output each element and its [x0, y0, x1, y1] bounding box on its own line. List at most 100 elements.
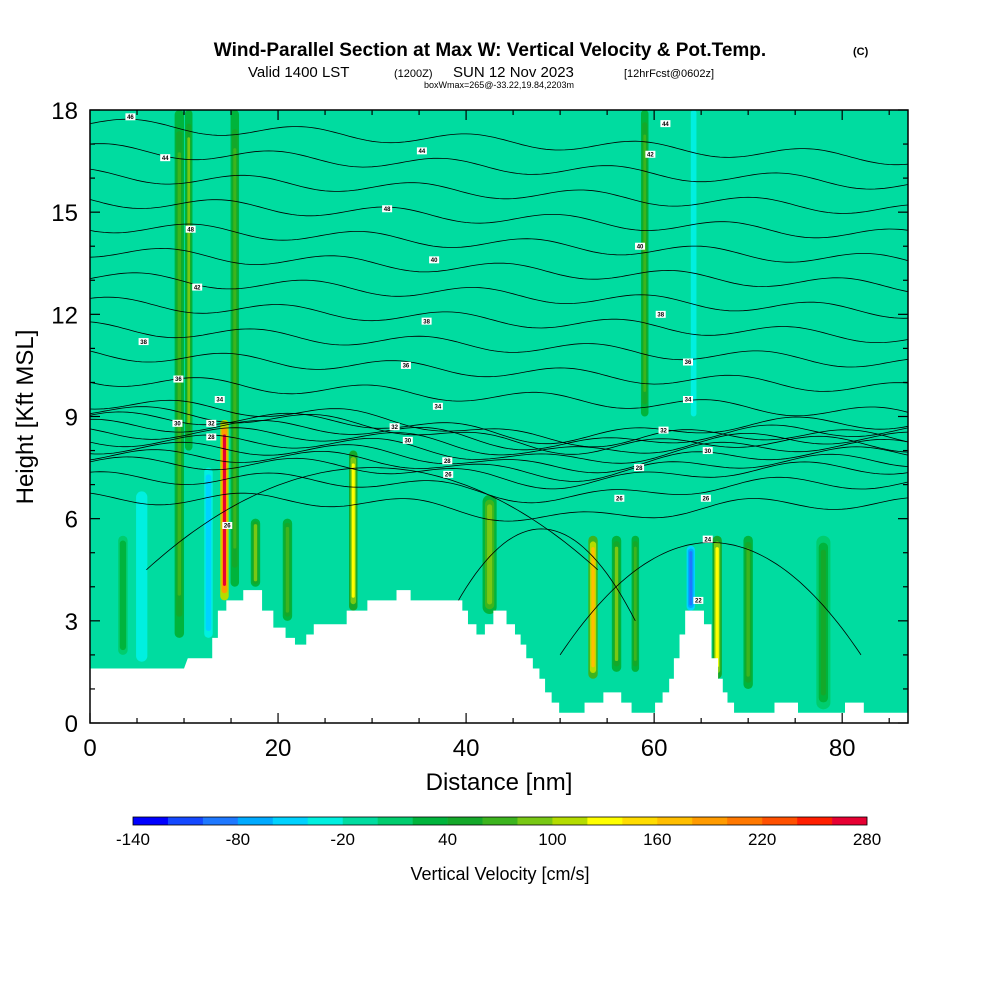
velocity-band — [633, 546, 637, 662]
isentrope-label: 26 — [614, 494, 625, 502]
colorbar-swatch — [447, 817, 483, 825]
isentrope-label: 44 — [160, 154, 171, 162]
isentrope-line — [90, 377, 908, 417]
isentrope-line — [90, 199, 908, 239]
colorbar-swatch — [202, 817, 239, 825]
x-tick-label: 0 — [83, 735, 96, 762]
velocity-band — [689, 551, 693, 606]
subtitle-date: SUN 12 Nov 2023 — [453, 64, 574, 81]
velocity-column — [136, 491, 148, 662]
svg-text:38: 38 — [657, 313, 664, 319]
velocity-column — [184, 110, 193, 451]
svg-text:40: 40 — [431, 258, 438, 264]
svg-text:30: 30 — [404, 439, 411, 445]
isentrope-label: 36 — [173, 375, 184, 383]
isentrope-line — [90, 427, 908, 456]
isentrope-line — [90, 492, 908, 522]
velocity-column — [204, 467, 213, 638]
svg-text:38: 38 — [140, 340, 147, 346]
isentrope-label: 30 — [402, 436, 413, 445]
isentrope-label: 28 — [442, 457, 453, 465]
velocity-column — [690, 110, 697, 417]
y-tick-label: 6 — [65, 507, 78, 534]
x-tick-label: 60 — [641, 735, 668, 762]
x-tick-label: 20 — [265, 735, 292, 762]
isentrope-label: 38 — [421, 317, 432, 325]
y-tick-label: 15 — [51, 200, 78, 227]
svg-text:28: 28 — [444, 459, 451, 465]
y-tick-label: 18 — [51, 98, 78, 125]
velocity-band — [121, 545, 125, 646]
svg-text:42: 42 — [194, 285, 201, 291]
isentrope-label: 34 — [432, 402, 443, 410]
isentrope-label: 26 — [443, 470, 454, 479]
svg-text:36: 36 — [175, 377, 182, 383]
svg-text:44: 44 — [162, 156, 169, 162]
isentrope-line — [90, 399, 908, 448]
isentrope-lines — [90, 118, 908, 656]
svg-text:46: 46 — [127, 115, 134, 121]
isentrope-label: 44 — [416, 147, 427, 155]
velocity-band — [253, 524, 258, 582]
velocity-column — [282, 518, 293, 621]
colorbar-swatch — [657, 817, 693, 825]
isentrope-line — [90, 272, 908, 319]
colorbar-swatch — [552, 817, 588, 825]
isentrope-label: 30 — [702, 447, 713, 455]
svg-text:36: 36 — [403, 364, 410, 370]
velocity-band — [820, 549, 826, 696]
isentrope-labels: 46 44 48 42 38 36 34 30 32 28 26 44 48 40 38 36 34 32 30 28… — [125, 113, 713, 605]
plot-area: 46 44 48 42 38 36 34 30 32 28 26 44 48 40 38 36 34 32 30 28… — [90, 110, 908, 723]
isentrope-label: 46 — [125, 113, 136, 121]
isentrope-label: 42 — [645, 150, 656, 158]
isentrope-line — [90, 118, 908, 166]
isentrope-label: 24 — [702, 535, 713, 543]
velocity-band — [614, 546, 619, 662]
velocity-band — [746, 547, 750, 677]
isentrope-label: 26 — [700, 494, 711, 502]
svg-text:44: 44 — [419, 149, 426, 155]
isentrope-line — [90, 143, 908, 190]
svg-text:48: 48 — [187, 227, 194, 233]
terrain-mask — [90, 590, 908, 723]
velocity-column — [482, 494, 497, 615]
isentrope-label: 22 — [693, 596, 704, 605]
svg-text:34: 34 — [685, 398, 692, 404]
isentrope-line — [90, 247, 908, 293]
isentrope-line — [90, 456, 908, 490]
svg-text:44: 44 — [662, 122, 669, 128]
colorbar-tick-label: 100 — [538, 830, 566, 849]
svg-text:28: 28 — [636, 466, 643, 472]
isentrope-line — [90, 223, 908, 263]
colorbar-swatch — [377, 817, 413, 825]
isentrope-label: 32 — [389, 423, 400, 431]
svg-text:26: 26 — [703, 496, 710, 502]
velocity-band — [222, 434, 226, 586]
colorbar: -140 -80 -20 40 100 160 220 280 — [116, 816, 881, 849]
colorbar-label: Vertical Velocity [cm/s] — [410, 864, 589, 884]
velocity-column — [118, 535, 128, 655]
isentrope-label: 38 — [138, 338, 149, 346]
colorbar-tick-label: -80 — [226, 830, 251, 849]
isentrope-label: 38 — [655, 310, 666, 319]
colorbar-swatch — [587, 817, 623, 825]
velocity-band — [411, 427, 417, 542]
svg-text:32: 32 — [208, 422, 215, 428]
colorbar-tick-label: 40 — [438, 830, 457, 849]
subtitle-utc: (1200Z) — [394, 68, 433, 80]
isentrope-line — [90, 350, 908, 392]
isentrope-label: 36 — [400, 361, 411, 370]
colorbar-swatch — [167, 817, 204, 825]
isentrope-label: 36 — [682, 358, 693, 366]
x-axis: 0 20 40 60 80 — [83, 110, 890, 762]
velocity-column — [588, 535, 598, 679]
y-tick-label: 3 — [65, 609, 78, 636]
colorbar-swatch — [692, 817, 728, 825]
velocity-column — [816, 535, 831, 710]
colorbar-swatch — [342, 817, 378, 825]
colorbar-tick-label: 220 — [748, 830, 776, 849]
y-axis-label: Height [Kft MSL] — [12, 330, 39, 505]
velocity-column — [220, 419, 229, 601]
isentrope-label: 32 — [658, 426, 669, 434]
velocity-column — [640, 110, 649, 417]
